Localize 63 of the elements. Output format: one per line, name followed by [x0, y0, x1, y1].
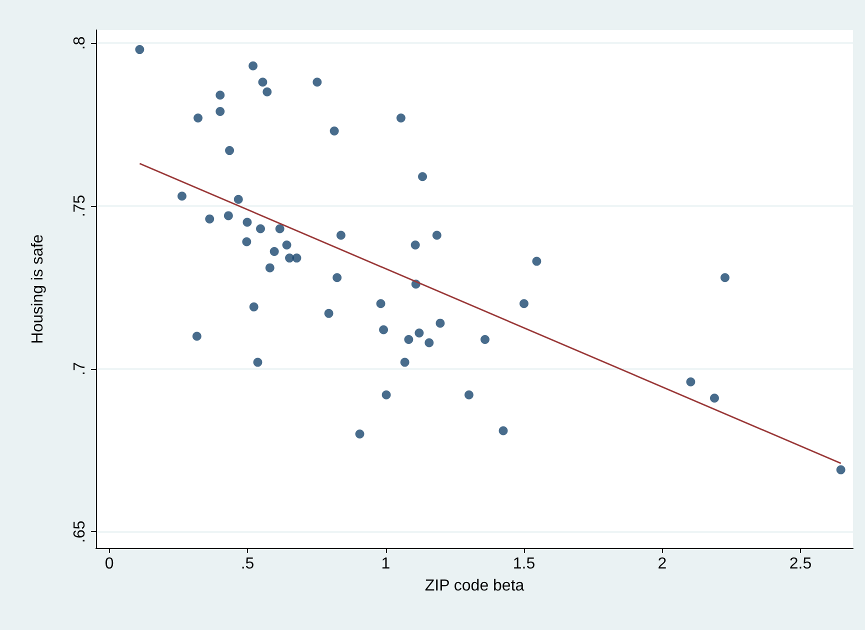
point — [498, 426, 508, 436]
point — [225, 146, 234, 156]
point — [836, 465, 846, 474]
point — [177, 192, 186, 201]
point — [404, 335, 414, 344]
point — [532, 256, 542, 266]
point — [256, 224, 266, 234]
x-tick-label: 2 — [658, 556, 667, 572]
point — [312, 78, 322, 87]
x-tick-label: 1.5 — [512, 556, 536, 572]
x-axis-title: ZIP code beta — [424, 578, 524, 594]
x-tick-label: 0 — [104, 556, 114, 572]
x-tick-label: .5 — [240, 556, 254, 572]
point — [355, 429, 364, 438]
point — [720, 273, 730, 282]
y-tick-label: .8 — [72, 36, 88, 50]
point — [282, 240, 292, 250]
point — [336, 230, 346, 240]
point — [410, 240, 420, 250]
point — [414, 328, 424, 338]
point — [686, 377, 696, 386]
point — [194, 113, 203, 122]
point — [330, 126, 339, 136]
point — [332, 273, 342, 282]
point — [324, 308, 334, 318]
point — [242, 218, 252, 227]
point — [418, 172, 428, 182]
y-tick-label: .65 — [72, 520, 88, 543]
point — [285, 254, 294, 263]
point — [242, 237, 252, 246]
y-tick-label: .7 — [72, 362, 88, 376]
x-tick-label: 2.5 — [789, 556, 812, 572]
point — [224, 211, 233, 220]
point — [379, 325, 388, 334]
point — [382, 390, 391, 400]
y-axis-title: Housing is safe — [30, 234, 46, 344]
point — [464, 390, 474, 400]
point — [234, 194, 243, 204]
point — [135, 45, 144, 54]
point — [396, 113, 406, 122]
point — [253, 358, 262, 367]
point — [275, 224, 284, 234]
point — [258, 78, 268, 87]
point — [248, 61, 258, 70]
point — [376, 299, 386, 308]
x-tick-label: 1 — [381, 556, 390, 572]
point — [192, 332, 202, 341]
point — [480, 335, 490, 344]
point — [262, 87, 272, 96]
point — [265, 263, 274, 272]
point — [400, 358, 410, 367]
point — [436, 318, 445, 328]
point — [249, 302, 258, 312]
point — [710, 394, 719, 403]
point — [520, 299, 528, 308]
point — [205, 214, 214, 224]
point — [270, 247, 279, 256]
point — [292, 254, 302, 263]
y-tick-label: .75 — [72, 194, 88, 218]
point — [216, 106, 225, 116]
point — [424, 338, 434, 348]
point — [216, 90, 225, 100]
point — [432, 230, 442, 240]
